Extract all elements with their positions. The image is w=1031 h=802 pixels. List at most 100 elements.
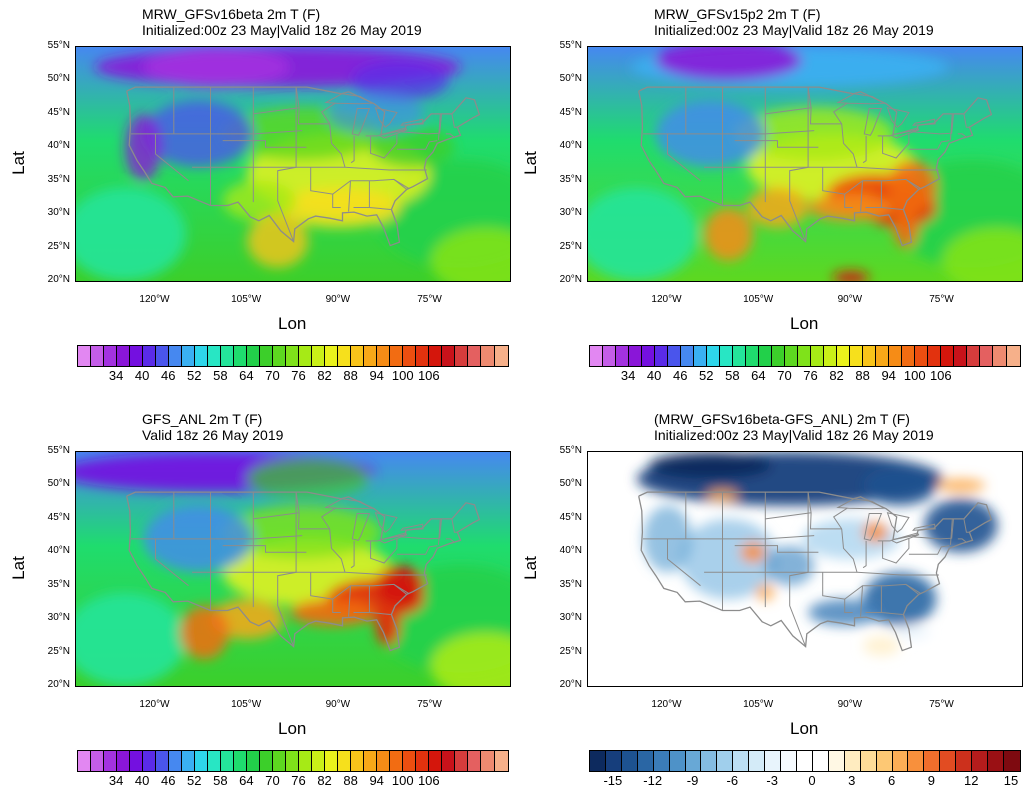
lat-tick-label: 30°N <box>559 207 582 219</box>
lake-outline <box>863 513 883 541</box>
lat-axis-title: Lat <box>520 556 540 580</box>
panel-title: GFS_ANL 2m T (F) <box>142 411 263 427</box>
colorbar-swatch <box>940 751 957 771</box>
state-border <box>734 140 819 148</box>
colorbar-swatch <box>668 346 682 366</box>
field-blob <box>863 465 937 506</box>
colorbar-swatch <box>377 346 391 366</box>
colorbar-swatch <box>812 751 829 771</box>
lat-tick-label: 40°N <box>47 140 70 152</box>
lat-tick-label: 45°N <box>47 511 70 523</box>
state-border <box>905 179 920 190</box>
field-blob <box>704 207 754 261</box>
state-border <box>881 207 903 210</box>
field-blob <box>143 47 290 88</box>
colorbar-swatch <box>980 346 994 366</box>
field-blob <box>893 625 931 640</box>
colorbar-label: 82 <box>829 368 844 383</box>
lon-tick-label: 90°W <box>837 294 863 305</box>
colorbar-swatch <box>860 751 877 771</box>
colorbar-label: 88 <box>343 368 358 383</box>
lat-tick-label: 40°N <box>47 545 70 557</box>
lat-tick-label: 30°N <box>559 612 582 624</box>
colorbar-swatch <box>605 751 622 771</box>
colorbar-swatch <box>902 346 916 366</box>
colorbar-label: 64 <box>239 773 254 788</box>
colorbar-swatch <box>403 751 417 771</box>
field-blob <box>375 565 425 606</box>
state-border <box>950 113 953 140</box>
lon-tick-label: 75°W <box>417 294 442 305</box>
colorbar-swatch <box>299 751 313 771</box>
colorbar-swatch <box>273 751 287 771</box>
country-border <box>126 491 481 652</box>
colorbar-label: 15 <box>1003 773 1019 788</box>
field-blob <box>746 187 809 228</box>
colorbar-swatch <box>837 346 851 366</box>
lon-axis-title: Lon <box>278 719 307 738</box>
colorbar-swatch <box>143 751 157 771</box>
colorbar-swatch <box>876 751 893 771</box>
lat-tick-label: 45°N <box>559 106 582 118</box>
lon-tick-label: 105°W <box>231 294 262 305</box>
colorbar-swatch <box>286 751 300 771</box>
lon-tick-label: 90°W <box>837 699 863 710</box>
state-border <box>963 113 970 128</box>
field-blob <box>247 214 309 268</box>
colorbar-swatch <box>796 751 813 771</box>
state-border <box>667 538 701 587</box>
lon-tick-label: 90°W <box>325 699 351 710</box>
colorbar-swatch <box>824 346 838 366</box>
colorbar-swatch <box>681 346 695 366</box>
state-border <box>445 133 455 138</box>
lat-tick-label: 30°N <box>47 612 70 624</box>
lake-outline <box>374 107 398 128</box>
colorbar-swatch <box>1006 346 1020 366</box>
lake-outline <box>889 127 920 139</box>
state-border <box>643 535 815 540</box>
colorbar-swatch <box>91 751 105 771</box>
lake-outline <box>836 498 886 510</box>
lake-outline <box>836 93 886 105</box>
lon-tick-label: 90°W <box>325 294 351 305</box>
colorbar-label: 46 <box>672 368 688 383</box>
state-border <box>765 107 812 115</box>
lake-outline <box>889 532 920 544</box>
colorbar <box>589 345 1021 367</box>
state-border <box>908 545 950 555</box>
state-border <box>913 518 954 540</box>
colorbar-swatch <box>972 751 989 771</box>
colorbar-swatch <box>669 751 686 771</box>
colorbar-swatch <box>590 346 604 366</box>
state-border <box>882 133 910 159</box>
colorbar-swatch <box>169 751 183 771</box>
lake-outline <box>886 512 910 533</box>
colorbar-swatch <box>325 346 339 366</box>
colorbar-swatch <box>494 346 508 366</box>
state-border <box>131 130 303 135</box>
colorbar-swatch <box>325 751 339 771</box>
field-shading <box>588 47 1022 281</box>
state-border <box>350 135 355 164</box>
colorbar-swatch <box>78 751 92 771</box>
colorbar-swatch <box>481 751 495 771</box>
lat-axis-title: Lat <box>8 151 28 175</box>
lat-tick-label: 55°N <box>47 445 70 456</box>
lon-tick-label: 75°W <box>929 699 954 710</box>
colorbar-label: -9 <box>686 773 699 788</box>
colorbar-label: 82 <box>317 368 332 383</box>
state-border <box>451 518 458 533</box>
colorbar-label: 100 <box>391 368 414 383</box>
colorbar-swatch <box>260 346 274 366</box>
state-border <box>396 140 438 150</box>
state-border <box>222 545 307 553</box>
state-border <box>253 512 300 520</box>
lon-tick-label: 120°W <box>651 294 682 305</box>
lake-outline <box>324 93 374 105</box>
map-field <box>587 46 1023 282</box>
field-blob <box>588 187 699 281</box>
colorbar-label: 82 <box>317 773 332 788</box>
colorbar-swatch <box>91 346 105 366</box>
field-blob <box>936 478 986 493</box>
colorbar-swatch <box>156 346 170 366</box>
